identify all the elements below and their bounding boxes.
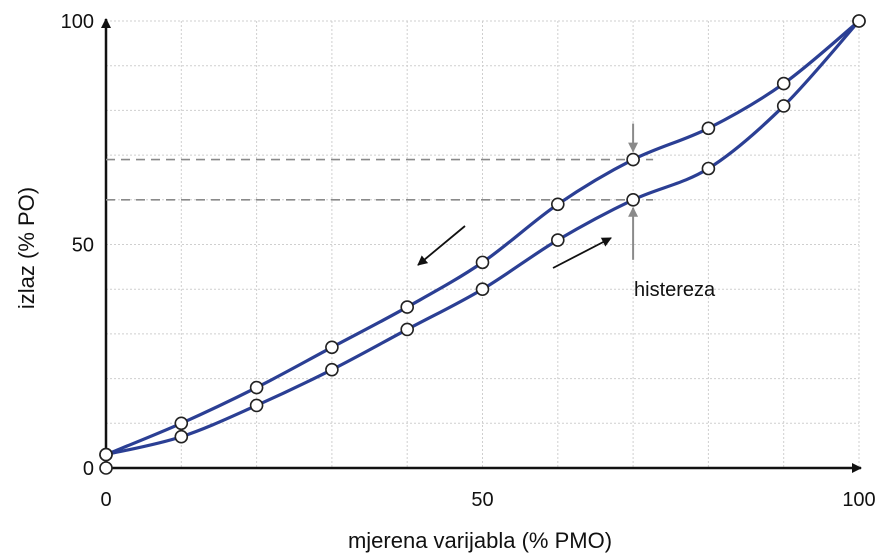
data-point — [249, 380, 264, 395]
data-point — [400, 322, 415, 337]
annotation-histereza: histereza — [634, 279, 716, 301]
x-tick-label: 100 — [842, 489, 875, 511]
data-point — [99, 461, 113, 475]
data-points — [99, 14, 866, 475]
x-axis-title: mjerena varijabla (% PMO) — [348, 528, 612, 553]
x-tick-label: 0 — [100, 489, 111, 511]
y-tick-label: 0 — [83, 458, 94, 480]
y-tick-label: 100 — [61, 11, 94, 33]
y-axis-title: izlaz (% PO) — [14, 187, 39, 309]
data-point — [475, 255, 490, 270]
data-point — [701, 121, 716, 136]
data-point — [701, 161, 716, 176]
data-point — [249, 398, 264, 413]
data-point — [852, 14, 866, 28]
data-point — [776, 99, 791, 113]
y-tick-label: 50 — [72, 235, 94, 257]
grid — [106, 20, 860, 468]
axis-labels: mjerena varijabla (% PMO) izlaz (% PO) — [14, 187, 612, 553]
data-point — [325, 362, 339, 377]
data-point — [475, 282, 490, 297]
data-point — [626, 152, 640, 167]
axes: 0 50 100 0 50 100 — [61, 11, 876, 511]
x-tick-label: 50 — [471, 489, 493, 511]
data-point — [174, 429, 189, 444]
direction-arrow-increasing — [552, 237, 612, 269]
data-point — [400, 300, 415, 314]
data-point — [99, 447, 113, 462]
data-point — [550, 197, 565, 212]
data-point — [325, 340, 339, 355]
annotations: histereza — [417, 123, 716, 301]
data-point — [174, 416, 189, 431]
data-point — [626, 193, 640, 207]
data-point — [776, 76, 791, 91]
direction-arrow-decreasing — [417, 225, 466, 266]
data-point — [550, 233, 565, 247]
